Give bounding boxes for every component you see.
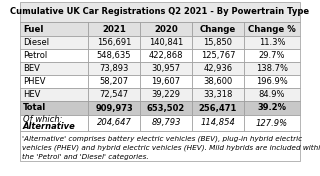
Text: 125,767: 125,767 — [201, 51, 235, 60]
Bar — [20, 36, 88, 49]
Bar — [88, 62, 140, 75]
Text: Change %: Change % — [248, 24, 296, 33]
Bar — [244, 36, 300, 49]
Text: 42,936: 42,936 — [204, 64, 233, 73]
Text: 127.9%: 127.9% — [256, 118, 288, 127]
Text: the 'Petrol' and 'Diesel' categories.: the 'Petrol' and 'Diesel' categories. — [22, 154, 148, 160]
Text: Alternative: Alternative — [23, 122, 76, 131]
Text: 909,973: 909,973 — [95, 103, 133, 112]
Text: Fuel: Fuel — [23, 24, 44, 33]
Bar — [192, 101, 244, 115]
Text: Of which:: Of which: — [23, 115, 62, 124]
Bar — [244, 49, 300, 62]
Text: 204,647: 204,647 — [97, 118, 132, 127]
Text: 73,893: 73,893 — [99, 64, 129, 73]
Bar — [88, 49, 140, 62]
Bar — [20, 62, 88, 75]
Text: 548,635: 548,635 — [97, 51, 131, 60]
Bar — [20, 2, 300, 22]
Bar — [192, 88, 244, 101]
Text: 140,841: 140,841 — [149, 38, 183, 47]
Text: 15,850: 15,850 — [204, 38, 233, 47]
Text: 653,502: 653,502 — [147, 103, 185, 112]
Bar — [20, 75, 88, 88]
Bar — [140, 62, 192, 75]
Text: 2021: 2021 — [102, 24, 126, 33]
Text: 'Alternative' comprises battery electric vehicles (BEV), plug-in hybrid electric: 'Alternative' comprises battery electric… — [22, 135, 302, 142]
Text: 39,229: 39,229 — [151, 90, 180, 99]
Bar — [140, 115, 192, 131]
Text: 72,547: 72,547 — [100, 90, 129, 99]
Bar — [192, 49, 244, 62]
Bar — [88, 22, 140, 36]
Text: 89,793: 89,793 — [151, 118, 181, 127]
Bar — [244, 62, 300, 75]
Text: 196.9%: 196.9% — [256, 77, 288, 86]
Bar — [244, 101, 300, 115]
Text: 58,207: 58,207 — [100, 77, 129, 86]
Bar — [192, 22, 244, 36]
Text: 19,607: 19,607 — [151, 77, 180, 86]
Text: PHEV: PHEV — [23, 77, 45, 86]
Text: 156,691: 156,691 — [97, 38, 131, 47]
Text: Cumulative UK Car Registrations Q2 2021 - By Powertrain Type: Cumulative UK Car Registrations Q2 2021 … — [11, 8, 309, 17]
Bar — [140, 36, 192, 49]
Text: 39.2%: 39.2% — [258, 103, 286, 112]
Bar — [140, 88, 192, 101]
Text: 2020: 2020 — [154, 24, 178, 33]
Bar — [244, 115, 300, 131]
Bar — [88, 75, 140, 88]
Bar — [140, 49, 192, 62]
Text: 422,868: 422,868 — [149, 51, 183, 60]
Bar — [244, 88, 300, 101]
Text: 256,471: 256,471 — [199, 103, 237, 112]
Bar — [192, 75, 244, 88]
Bar — [244, 75, 300, 88]
Text: BEV: BEV — [23, 64, 40, 73]
Text: 114,854: 114,854 — [201, 118, 236, 127]
Bar — [244, 22, 300, 36]
Bar — [88, 115, 140, 131]
Bar — [88, 88, 140, 101]
Bar — [20, 101, 88, 115]
Bar — [20, 49, 88, 62]
Bar — [20, 22, 88, 36]
Text: 11.3%: 11.3% — [259, 38, 285, 47]
Text: vehicles (PHEV) and hybrid electric vehicles (HEV). Mild hybrids are included wi: vehicles (PHEV) and hybrid electric vehi… — [22, 144, 320, 151]
Bar — [192, 62, 244, 75]
Text: 29.7%: 29.7% — [259, 51, 285, 60]
Text: 38,600: 38,600 — [204, 77, 233, 86]
Text: 84.9%: 84.9% — [259, 90, 285, 99]
Bar — [20, 88, 88, 101]
Text: HEV: HEV — [23, 90, 40, 99]
Text: Petrol: Petrol — [23, 51, 47, 60]
Text: Change: Change — [200, 24, 236, 33]
Text: 33,318: 33,318 — [203, 90, 233, 99]
Bar — [88, 36, 140, 49]
Bar — [20, 115, 88, 131]
Bar — [192, 115, 244, 131]
Bar — [192, 36, 244, 49]
Bar — [140, 22, 192, 36]
Bar — [88, 101, 140, 115]
Bar — [20, 131, 300, 161]
Bar — [140, 101, 192, 115]
Text: 138.7%: 138.7% — [256, 64, 288, 73]
Text: Diesel: Diesel — [23, 38, 49, 47]
Text: 30,957: 30,957 — [151, 64, 180, 73]
Bar — [140, 75, 192, 88]
Text: Total: Total — [23, 103, 46, 112]
